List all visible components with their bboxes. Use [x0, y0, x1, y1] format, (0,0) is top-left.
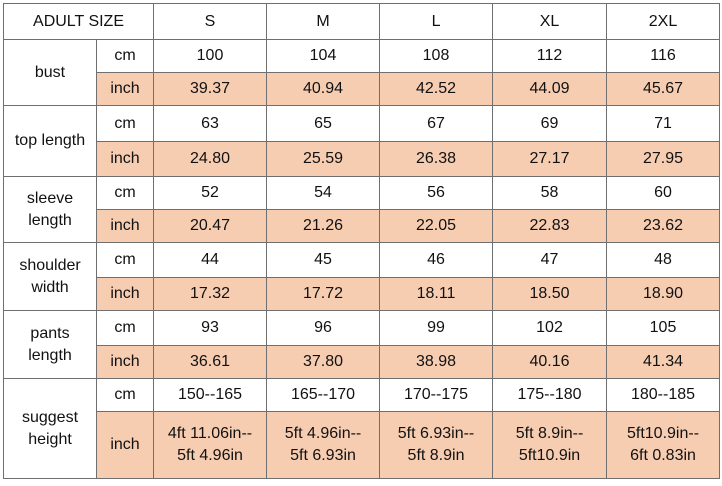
- shoulder-width-inch-row: inch 17.32 17.72 18.11 18.50 18.90: [3, 277, 721, 311]
- table-cell: 108: [379, 39, 494, 73]
- table-cell: 52: [153, 176, 268, 210]
- table-cell: 40.16: [492, 345, 608, 379]
- table-cell: 45.67: [606, 72, 721, 106]
- table-cell: 67: [379, 105, 494, 142]
- table-cell: 23.62: [606, 209, 721, 243]
- table-cell: 104: [266, 39, 381, 73]
- size-header-s: S: [153, 3, 268, 40]
- unit-label: cm: [95, 242, 155, 278]
- shoulder-width-cm-row: shoulder width cm 44 45 46 47 48: [3, 242, 721, 311]
- size-header-2xl: 2XL: [606, 3, 721, 40]
- table-cell: 5ft 8.9in-- 5ft10.9in: [492, 411, 608, 479]
- suggest-height-label: suggest height: [3, 378, 97, 479]
- table-cell: 58: [492, 176, 608, 210]
- table-cell: 170--175: [379, 378, 494, 412]
- table-cell: 18.50: [492, 277, 608, 311]
- table-cell: 17.72: [266, 277, 381, 311]
- unit-label: inch: [95, 411, 155, 479]
- table-cell: 22.83: [492, 209, 608, 243]
- pants-length-label: pants length: [3, 310, 97, 379]
- unit-label: cm: [95, 378, 155, 412]
- bust-cm-row: bust cm 100 104 108 112 116: [3, 39, 721, 106]
- table-cell: 150--165: [153, 378, 268, 412]
- table-cell: 42.52: [379, 72, 494, 106]
- table-cell: 27.17: [492, 141, 608, 177]
- table-cell: 175--180: [492, 378, 608, 412]
- table-cell: 100: [153, 39, 268, 73]
- pants-length-inch-row: inch 36.61 37.80 38.98 40.16 41.34: [3, 345, 721, 379]
- unit-label: cm: [95, 105, 155, 142]
- size-header-l: L: [379, 3, 494, 40]
- size-header-xl: XL: [492, 3, 608, 40]
- bust-label: bust: [3, 39, 97, 106]
- table-cell: 105: [606, 310, 721, 346]
- unit-label: inch: [95, 209, 155, 243]
- table-cell: 47: [492, 242, 608, 278]
- table-cell: 96: [266, 310, 381, 346]
- top-length-inch-row: inch 24.80 25.59 26.38 27.17 27.95: [3, 141, 721, 177]
- bust-inch-row: inch 39.37 40.94 42.52 44.09 45.67: [3, 72, 721, 106]
- table-cell: 45: [266, 242, 381, 278]
- table-cell: 116: [606, 39, 721, 73]
- table-cell: 20.47: [153, 209, 268, 243]
- pants-length-cm-row: pants length cm 93 96 99 102 105: [3, 310, 721, 379]
- unit-label: inch: [95, 277, 155, 311]
- table-cell: 36.61: [153, 345, 268, 379]
- table-cell: 44.09: [492, 72, 608, 106]
- table-cell: 18.90: [606, 277, 721, 311]
- table-cell: 39.37: [153, 72, 268, 106]
- table-cell: 18.11: [379, 277, 494, 311]
- size-chart-table: ADULT SIZE S M L XL 2XL bust cm 100 104 …: [2, 3, 721, 479]
- unit-label: inch: [95, 141, 155, 177]
- table-cell: 112: [492, 39, 608, 73]
- unit-label: inch: [95, 345, 155, 379]
- table-cell: 21.26: [266, 209, 381, 243]
- table-cell: 5ft10.9in-- 6ft 0.83in: [606, 411, 721, 479]
- table-cell: 54: [266, 176, 381, 210]
- unit-label: cm: [95, 310, 155, 346]
- table-cell: 69: [492, 105, 608, 142]
- sleeve-length-cm-row: sleeve length cm 52 54 56 58 60: [3, 176, 721, 243]
- table-cell: 25.59: [266, 141, 381, 177]
- table-cell: 5ft 6.93in-- 5ft 8.9in: [379, 411, 494, 479]
- table-cell: 40.94: [266, 72, 381, 106]
- table-cell: 22.05: [379, 209, 494, 243]
- table-cell: 102: [492, 310, 608, 346]
- table-cell: 46: [379, 242, 494, 278]
- table-cell: 48: [606, 242, 721, 278]
- table-cell: 71: [606, 105, 721, 142]
- unit-label: cm: [95, 39, 155, 73]
- suggest-height-inch-row: inch 4ft 11.06in-- 5ft 4.96in 5ft 4.96in-…: [3, 411, 721, 479]
- table-cell: 24.80: [153, 141, 268, 177]
- suggest-height-cm-row: suggest height cm 150--165 165--170 170--…: [3, 378, 721, 479]
- table-cell: 93: [153, 310, 268, 346]
- size-header-m: M: [266, 3, 381, 40]
- table-cell: 165--170: [266, 378, 381, 412]
- table-cell: 65: [266, 105, 381, 142]
- top-length-cm-row: top length cm 63 65 67 69 71: [3, 105, 721, 177]
- shoulder-width-label: shoulder width: [3, 242, 97, 311]
- table-cell: 41.34: [606, 345, 721, 379]
- table-cell: 60: [606, 176, 721, 210]
- table-cell: 44: [153, 242, 268, 278]
- sleeve-length-inch-row: inch 20.47 21.26 22.05 22.83 23.62: [3, 209, 721, 243]
- unit-label: inch: [95, 72, 155, 106]
- table-cell: 180--185: [606, 378, 721, 412]
- unit-label: cm: [95, 176, 155, 210]
- table-cell: 26.38: [379, 141, 494, 177]
- table-cell: 38.98: [379, 345, 494, 379]
- corner-label: ADULT SIZE: [2, 3, 155, 40]
- table-cell: 5ft 4.96in-- 5ft 6.93in: [266, 411, 381, 479]
- table-cell: 4ft 11.06in-- 5ft 4.96in: [153, 411, 268, 479]
- header-row: ADULT SIZE S M L XL 2XL: [2, 3, 721, 40]
- table-cell: 17.32: [153, 277, 268, 311]
- table-cell: 63: [153, 105, 268, 142]
- table-cell: 37.80: [266, 345, 381, 379]
- table-cell: 27.95: [606, 141, 721, 177]
- table-cell: 99: [379, 310, 494, 346]
- table-cell: 56: [379, 176, 494, 210]
- top-length-label: top length: [3, 105, 97, 177]
- sleeve-length-label: sleeve length: [3, 176, 97, 243]
